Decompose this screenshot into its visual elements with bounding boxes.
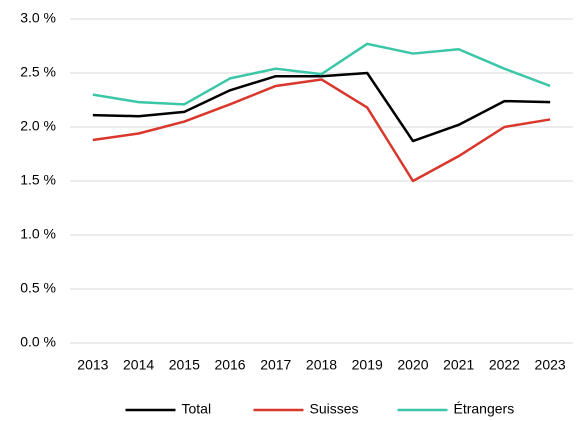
line-series — [92, 71, 551, 143]
legend-label: Total — [182, 401, 212, 417]
y-tick-label: 3.0 % — [20, 10, 56, 26]
line-series — [92, 42, 551, 106]
x-tick-label: 2014 — [123, 357, 154, 373]
y-tick-label: 1.0 % — [20, 226, 56, 242]
x-tick-label: 2019 — [352, 357, 383, 373]
x-tick-label: 2017 — [260, 357, 291, 373]
x-tick-label: 2018 — [306, 357, 337, 373]
y-tick-label: 0.5 % — [20, 280, 56, 296]
x-tick-label: 2022 — [489, 357, 520, 373]
legend-label: Suisses — [310, 401, 359, 417]
x-tick-label: 2023 — [535, 357, 566, 373]
x-tick-label: 2021 — [443, 357, 474, 373]
y-tick-label: 0.0 % — [20, 334, 56, 350]
x-tick-label: 2013 — [77, 357, 108, 373]
x-tick-label: 2020 — [397, 357, 428, 373]
y-tick-label: 2.5 % — [20, 64, 56, 80]
legend-label: Étrangers — [454, 401, 515, 417]
y-tick-label: 2.0 % — [20, 118, 56, 134]
x-tick-label: 2015 — [169, 357, 200, 373]
line-series — [92, 78, 551, 183]
y-tick-label: 1.5 % — [20, 172, 56, 188]
x-tick-label: 2016 — [214, 357, 245, 373]
